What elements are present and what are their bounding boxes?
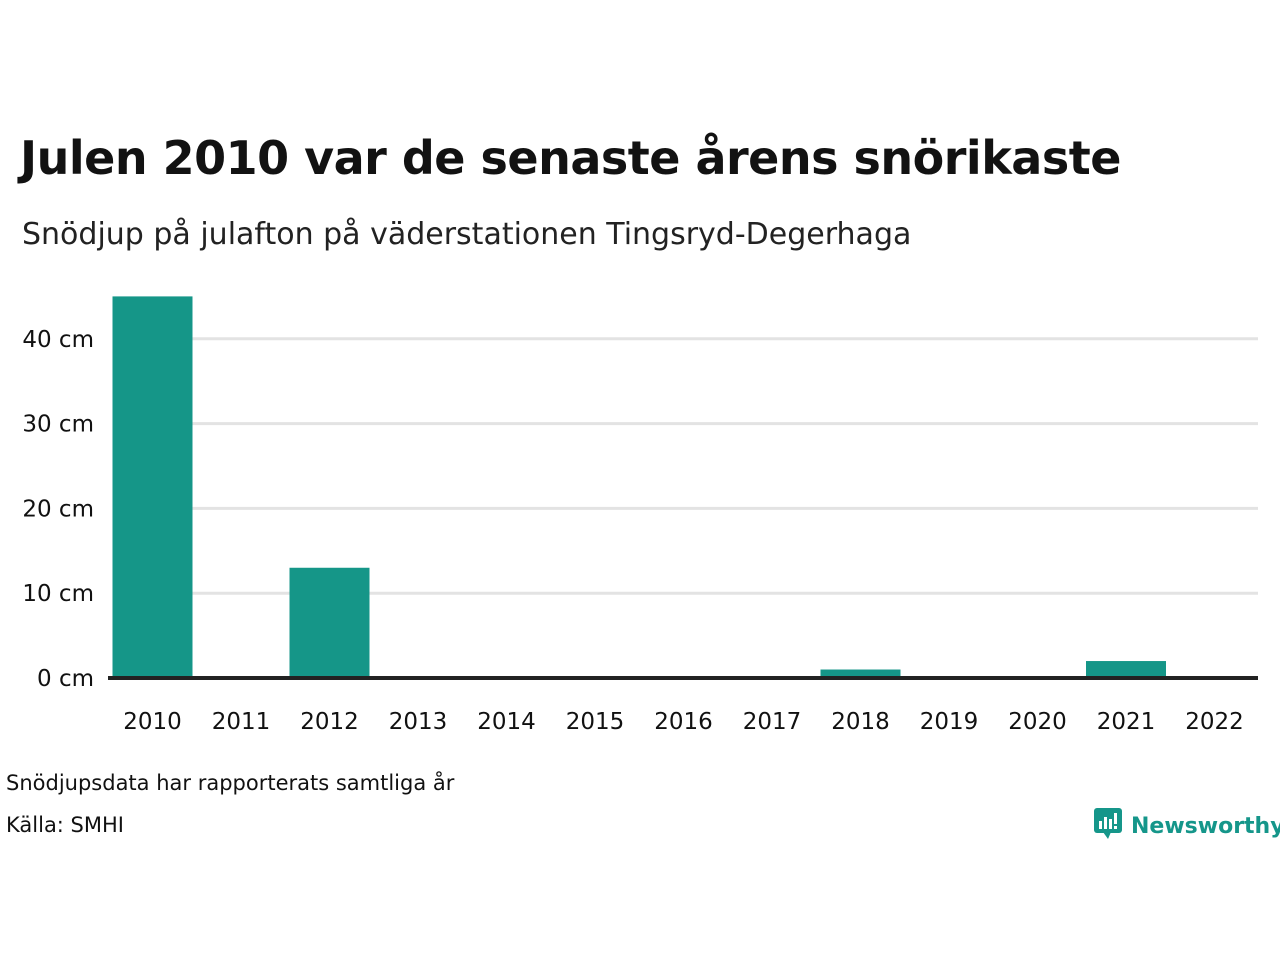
x-tick-label: 2022: [1185, 709, 1244, 735]
newsworthy-brand: Newsworthy: [1093, 806, 1280, 846]
bar: [112, 296, 193, 678]
data-note: Snödjupsdata har rapporterats samtliga å…: [6, 771, 455, 795]
x-tick-label: 2012: [300, 709, 359, 735]
x-tick-label: 2015: [566, 709, 625, 735]
source-credit: Källa: SMHI: [6, 813, 124, 837]
x-tick-label: 2016: [654, 709, 713, 735]
gridlines: [192, 337, 1258, 595]
x-tick-label: 2013: [389, 709, 448, 735]
x-tick-label: 2020: [1008, 709, 1067, 735]
chart-title: Julen 2010 var de senaste årens snörikas…: [20, 131, 1121, 185]
x-tick-label: 2011: [212, 709, 271, 735]
y-axis-tick-labels: 0 cm 10 cm 20 cm 30 cm 40 cm: [22, 327, 94, 692]
x-tick-label: 2010: [123, 709, 182, 735]
x-axis-tick-labels: 2010 2011 2012 2013 2014 2015 2016 2017 2018 2019…: [123, 709, 1244, 735]
bar: [820, 669, 901, 678]
y-tick-label: 40 cm: [22, 327, 94, 353]
x-tick-label: 2017: [743, 709, 802, 735]
newsworthy-logo-icon: [1093, 806, 1123, 846]
bar: [289, 567, 370, 678]
y-tick-label: 10 cm: [22, 581, 94, 607]
x-tick-label: 2014: [477, 709, 536, 735]
brand-name: Newsworthy: [1131, 813, 1280, 839]
bar: [1086, 661, 1166, 678]
x-tick-label: 2018: [831, 709, 890, 735]
bars: [112, 296, 1166, 678]
x-tick-label: 2019: [920, 709, 979, 735]
chart-subtitle: Snödjup på julafton på väderstationen Ti…: [22, 217, 912, 252]
y-tick-label: 20 cm: [22, 496, 94, 522]
y-tick-label: 30 cm: [22, 412, 94, 438]
x-tick-label: 2021: [1097, 709, 1156, 735]
y-tick-label: 0 cm: [37, 666, 94, 692]
